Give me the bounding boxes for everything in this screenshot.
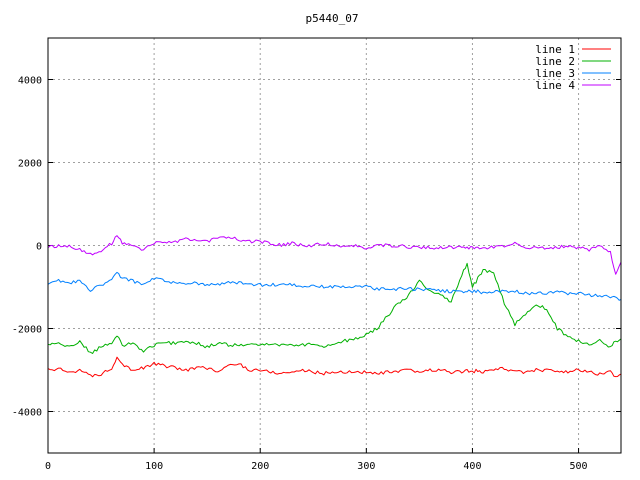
legend-label: line 4 bbox=[535, 79, 575, 92]
axes: 0 100 200 300 400 500 -4000 -2000 0 2000 4000 bbox=[12, 76, 621, 472]
x-tick-label: 400 bbox=[463, 461, 481, 472]
y-tick-label: 2000 bbox=[18, 159, 42, 170]
x-tick-label: 500 bbox=[570, 461, 588, 472]
series-line-3 bbox=[47, 271, 622, 301]
chart-title: p5440_07 bbox=[306, 12, 359, 25]
y-tick-label: -2000 bbox=[12, 325, 42, 336]
grid bbox=[48, 38, 621, 453]
y-tick-label: 0 bbox=[36, 242, 42, 253]
plot-frame bbox=[47, 37, 622, 454]
legend-label: line 1 bbox=[535, 43, 575, 56]
series-line-4 bbox=[47, 235, 622, 275]
y-tick-label: 4000 bbox=[18, 76, 42, 87]
x-tick-label: 200 bbox=[251, 461, 269, 472]
x-tick-label: 100 bbox=[145, 461, 163, 472]
y-tick-label: -4000 bbox=[12, 408, 42, 419]
x-tick-label: 0 bbox=[45, 461, 51, 472]
series-line-1 bbox=[47, 356, 622, 378]
series-line-2 bbox=[47, 262, 622, 354]
legend-label: line 2 bbox=[535, 55, 575, 68]
legend-label: line 3 bbox=[535, 67, 575, 80]
x-tick-label: 300 bbox=[357, 461, 375, 472]
series-group bbox=[47, 235, 622, 378]
